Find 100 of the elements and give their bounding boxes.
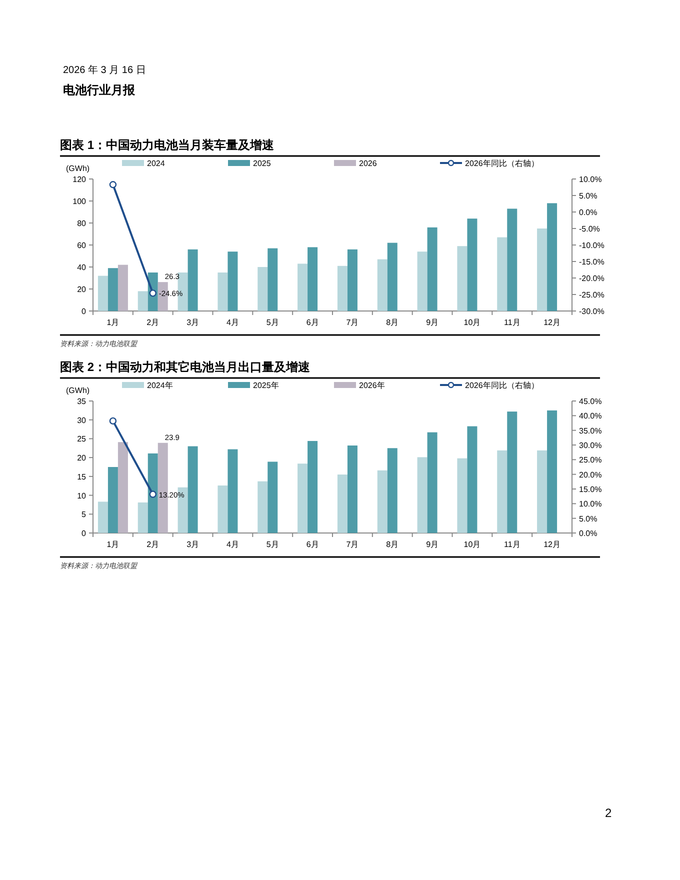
x-tick-label: 12月 [544,318,560,327]
x-tick-label: 6月 [306,318,319,327]
bar [377,470,388,533]
y2-tick-label: -25.0% [579,290,604,300]
legend-label: 2024 [147,159,166,168]
x-tick-label: 11月 [504,540,520,549]
y-tick-label: 20 [77,285,87,294]
x-tick-label: 6月 [306,540,319,549]
bar [308,247,318,311]
x-tick-label: 3月 [186,318,200,327]
x-tick-label: 7月 [346,318,359,327]
text: 2 [605,806,612,820]
chart-title: 图表 1：中国动力电池当月装车量及增速 [60,138,276,152]
legend-label: 2025 [253,159,272,168]
bar [457,458,468,533]
bar [337,474,348,533]
x-tick-label: 1月 [106,318,120,327]
y2-tick-label: 5.0% [579,192,598,200]
bar [337,266,348,311]
bar [188,249,198,311]
y2-tick-label: 0.0% [579,529,598,538]
bar [377,259,388,311]
bar [497,450,508,533]
bar [547,410,558,533]
bar [258,481,268,533]
bar [298,464,308,533]
y2-tick-label: -15.0% [579,258,604,266]
bar [188,446,198,533]
bar [347,249,358,311]
bar [218,485,228,533]
y-tick-label: 25 [77,434,87,444]
x-tick-label: 8月 [386,318,399,327]
y-tick-label: 60 [77,241,87,250]
y2-tick-label: 5.0% [579,514,598,524]
y-tick-label: 10 [77,491,87,500]
bar [457,246,468,311]
y2-tick-label: 20.0% [579,470,602,480]
x-tick-label: 2月 [146,540,160,549]
x-tick-label: 12月 [544,540,560,549]
bar [507,412,518,533]
x-tick-label: 3月 [186,540,200,549]
y2-tick-label: 15.0% [579,485,602,494]
bar [118,442,128,533]
y2-tick-label: 10.0% [579,500,602,509]
x-tick-label: 2月 [146,318,160,327]
bar [427,432,438,533]
y-tick-label: 30 [77,416,87,425]
y2-tick-label: 45.0% [579,397,602,406]
bar [108,268,118,311]
x-tick-label: 4月 [226,318,239,327]
y2-tick-label: 10.0% [579,175,602,184]
bar [417,457,428,533]
bar [507,208,518,311]
bar [387,242,398,311]
x-tick-label: 10月 [464,540,481,549]
y-tick-label: 40 [77,263,87,272]
bar [427,227,438,311]
y-tick-label: 5 [82,510,87,520]
y-tick-label: 0 [82,307,87,316]
y-axis-title: (GWh) [66,386,90,395]
y-tick-label: 80 [77,219,87,228]
text: 2026 年 3 月 16 日 [63,64,146,77]
bar [138,291,148,311]
bar [138,502,148,533]
bar [298,264,308,311]
y-tick-label: 20 [77,454,87,463]
legend-label: 2026年同比（右轴） [465,159,539,168]
legend-label: 2024年 [147,381,173,390]
y2-tick-label: -30.0% [579,307,604,316]
bar [258,267,268,311]
bar [148,453,158,533]
bar [268,248,278,311]
bar [98,502,108,533]
bar [467,218,478,311]
y-tick-label: 0 [82,529,87,538]
x-tick-label: 11月 [504,318,520,327]
chart-title: 图表 2：中国动力和其它电池当月出口量及增速 [60,360,312,374]
bar [268,462,278,533]
bar [98,276,108,311]
legend-label: 2026 [359,159,378,168]
legend-label: 2026年 [359,381,385,390]
y2-tick-label: -5.0% [579,224,600,234]
bar [537,228,548,311]
bar [467,426,478,533]
y2-tick-label: 0.0% [579,208,598,217]
bar [347,446,358,533]
x-tick-label: 4月 [226,540,239,549]
bar [228,449,238,533]
y2-tick-label: -10.0% [579,241,604,250]
y-tick-label: 15 [77,472,87,482]
bar [537,450,548,533]
legend-label: 2026年同比（右轴） [465,381,539,390]
y2-tick-label: 40.0% [579,412,602,421]
x-tick-label: 1月 [106,540,120,549]
x-tick-label: 5月 [266,540,279,549]
y2-tick-label: 35.0% [579,426,602,436]
text: 电池行业月报 [63,82,135,99]
bar [118,264,128,311]
x-tick-label: 10月 [464,318,481,327]
x-tick-label: 8月 [386,540,399,549]
